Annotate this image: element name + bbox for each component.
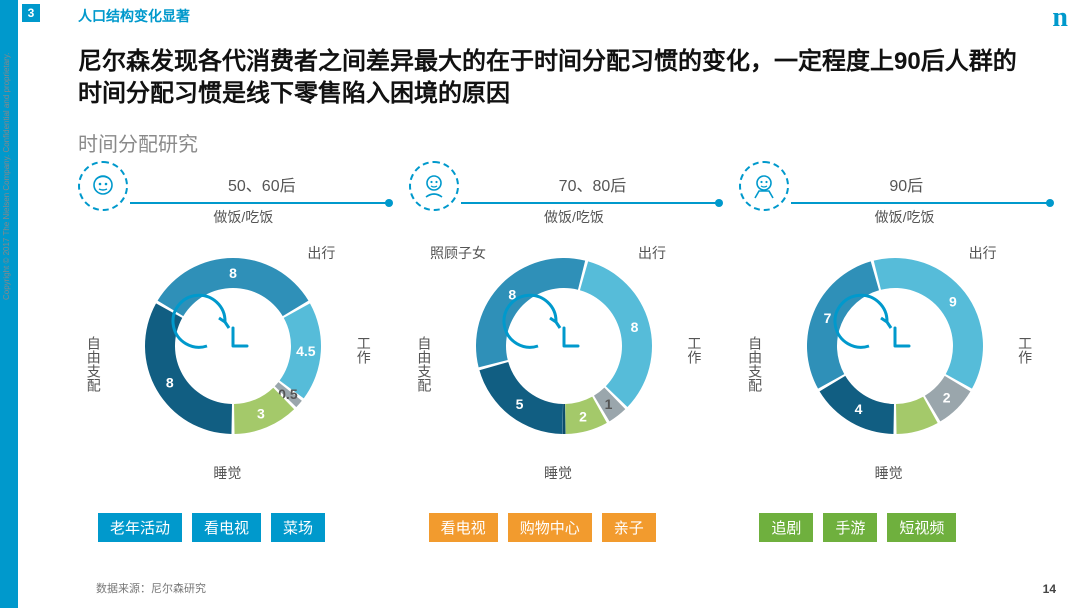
segment-value: 2 [579,408,587,424]
data-source: 数据来源：尼尔森研究 [96,580,206,596]
subtitle: 时间分配研究 [78,128,198,157]
activity-tags: 老年活动看电视菜场 [98,513,325,542]
segment-label-sleep: 睡觉 [213,466,241,481]
donut-chart: 884.50.53 自由支配睡觉工作出行做饭/吃饭 [93,216,373,476]
segment-label-cook: 做饭/吃饭 [544,210,604,225]
page-number: 14 [1043,582,1056,596]
segment-value: 4 [854,401,862,417]
generation-header: 50、60后 [78,162,389,210]
segment-label-free: 自由支配 [416,336,431,392]
activity-tag: 看电视 [192,513,261,542]
segment-label-travel: 出行 [638,246,666,261]
donut-segment-work [873,258,982,389]
slide: Copyright © 2017 The Nielsen Company. Co… [0,0,1080,608]
chart-area: 50、60后884.50.53 自由支配睡觉工作出行做饭/吃饭老年活动看电视菜场… [78,162,1050,542]
generation-face-icon [739,161,789,211]
segment-label-travel: 出行 [307,246,335,261]
segment-value: 3 [257,405,265,421]
segment-label-work: 工作 [355,336,370,364]
segment-label-work: 工作 [686,336,701,364]
activity-tag: 短视频 [887,513,956,542]
segment-label-free: 自由支配 [85,336,100,392]
headline: 尼尔森发现各代消费者之间差异最大的在于时间分配习惯的变化，一定程度上90后人群的… [78,46,1020,111]
generation-face-icon [78,161,128,211]
activity-tag: 手游 [823,513,877,542]
segment-value: 1 [605,396,613,412]
copyright-text: Copyright © 2017 The Nielsen Company. Co… [2,53,11,300]
generation-column: 90后 4 7 9 2 自由支配睡觉 工作 出行 做饭/吃饭追剧手游短视频 [739,162,1050,542]
activity-tag: 老年活动 [98,513,182,542]
segment-label-work: 工作 [1017,336,1032,364]
segment-value: 8 [166,375,174,391]
segment-label-cook: 做饭/吃饭 [213,210,273,225]
activity-tag: 追剧 [759,513,813,542]
segment-value: 8 [229,265,237,281]
donut-segment-child [563,404,566,434]
segment-value: 7 [823,310,831,326]
generation-face-icon [409,161,459,211]
activity-tag: 亲子 [602,513,656,542]
donut-segment-free [145,303,232,434]
segment-label-sleep: 睡觉 [544,466,572,481]
section-number: 3 [22,4,40,22]
activity-tags: 看电视购物中心亲子 [429,513,656,542]
segment-label-free: 自由支配 [747,336,762,392]
segment-label-child: 照顾子女 [430,246,486,261]
generation-underline [791,202,1050,204]
generation-label: 70、80后 [559,172,627,196]
nielsen-logo: n [1052,2,1068,34]
donut-segment-sleep [476,258,585,367]
segment-value: 2 [942,390,950,406]
generation-underline [461,202,720,204]
segment-label-travel: 出行 [969,246,997,261]
generation-underline [130,202,389,204]
activity-tag: 看电视 [429,513,498,542]
segment-label-sleep: 睡觉 [875,466,903,481]
segment-label-cook: 做饭/吃饭 [875,210,935,225]
activity-tag: 购物中心 [508,513,592,542]
segment-value: 5 [516,396,524,412]
generation-column: 70、80后58812 自由支配睡觉工作出行做饭/吃饭照顾子女看电视购物中心亲子 [409,162,720,542]
generation-label: 90后 [889,172,923,196]
section-title: 人口结构变化显著 [78,6,190,26]
generation-header: 70、80后 [409,162,720,210]
generation-column: 50、60后884.50.53 自由支配睡觉工作出行做饭/吃饭老年活动看电视菜场 [78,162,389,542]
segment-value: 9 [949,294,957,310]
activity-tags: 追剧手游短视频 [759,513,956,542]
activity-tag: 菜场 [271,513,325,542]
donut-chart: 58812 自由支配睡觉工作出行做饭/吃饭照顾子女 [424,216,704,476]
generation-label: 50、60后 [228,172,296,196]
generation-header: 90后 [739,162,1050,210]
segment-value: 8 [631,319,639,335]
donut-segment-work [580,261,652,407]
donut-segment-sleep [807,261,879,388]
segment-value: 4.5 [296,343,316,359]
donut-chart: 4792 自由支配睡觉工作出行做饭/吃饭 [755,216,1035,476]
